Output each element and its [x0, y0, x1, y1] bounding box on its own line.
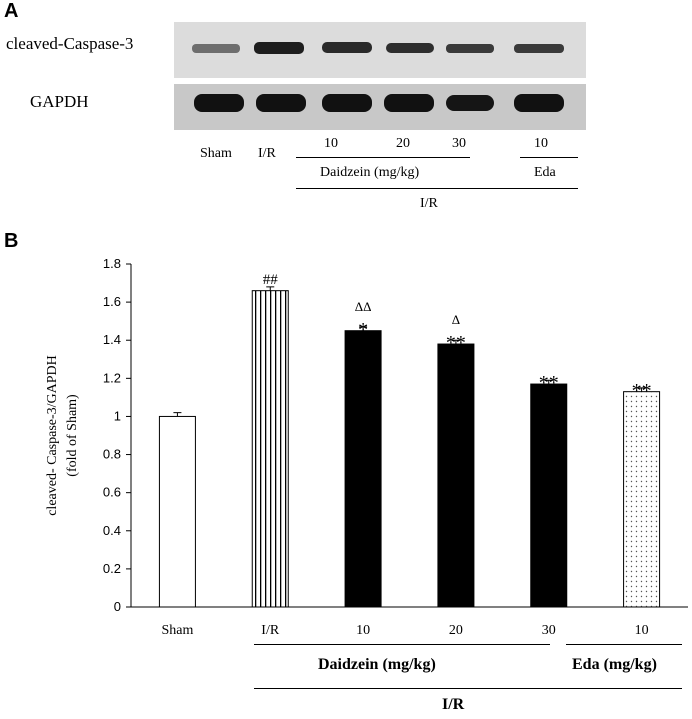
y-tick-label: 0.8	[103, 447, 121, 462]
group-label-daidzein-a: Daidzein (mg/kg)	[320, 165, 420, 180]
y-tick-label: 1.2	[103, 370, 121, 385]
significance-label: Δ	[452, 312, 460, 327]
band-caspase-1	[192, 44, 240, 53]
band-caspase-5	[446, 44, 494, 53]
y-tick-label: 1.8	[103, 256, 121, 271]
line-eda-b	[566, 644, 682, 645]
panel-b-letter: B	[4, 230, 19, 252]
bar	[623, 391, 661, 608]
band-gapdh-6	[514, 94, 564, 112]
y-tick-label: 1.4	[103, 332, 121, 347]
lane-label-ir: I/R	[258, 146, 276, 161]
blot-label-gapdh: GAPDH	[30, 92, 89, 111]
blot-strip-caspase	[174, 22, 586, 78]
category-label: 20	[449, 623, 463, 638]
significance-label: ##	[263, 272, 279, 288]
line-eda-a	[520, 157, 578, 158]
bar	[251, 290, 289, 608]
band-caspase-6	[514, 44, 564, 53]
panel-a-letter: A	[4, 0, 19, 22]
group-label-ir-a: I/R	[420, 196, 438, 211]
category-label: 30	[542, 623, 556, 638]
band-gapdh-3	[322, 94, 372, 112]
band-gapdh-4	[384, 94, 434, 112]
bar	[530, 383, 568, 608]
group-label-eda-b: Eda (mg/kg)	[572, 656, 657, 673]
bar	[437, 343, 475, 608]
y-tick-label: 0.4	[103, 523, 121, 538]
group-label-daidzein-b: Daidzein (mg/kg)	[318, 656, 436, 673]
significance-label: ΔΔ	[355, 299, 372, 314]
y-tick-label: 0.2	[103, 561, 121, 576]
blot-bands-caspase	[192, 42, 564, 54]
band-gapdh-5	[446, 95, 494, 111]
y-tick-label: 1.6	[103, 294, 121, 309]
blot-strip-gapdh	[174, 84, 586, 130]
blot-label-caspase: cleaved-Caspase-3	[6, 34, 134, 53]
band-caspase-2	[254, 42, 304, 54]
blot-bands-gapdh	[194, 94, 564, 112]
significance-label: **	[446, 332, 466, 354]
bar	[158, 415, 196, 608]
lane-label-20: 20	[396, 136, 410, 151]
significance-label: **	[632, 380, 652, 402]
y-axis-label: cleaved- Caspase-3/GAPDH	[45, 355, 60, 516]
bar	[344, 330, 382, 608]
line-daidzein-b	[254, 644, 550, 645]
band-caspase-4	[386, 43, 434, 53]
category-label: I/R	[261, 623, 280, 638]
significance-label: **	[539, 372, 559, 394]
group-label-eda-a: Eda	[534, 165, 556, 180]
y-tick-label: 0	[114, 599, 121, 614]
group-label-ir-b: I/R	[442, 696, 465, 713]
y-axis-label-unit: (fold of Sham)	[65, 394, 80, 477]
band-caspase-3	[322, 42, 372, 53]
category-label: 10	[635, 623, 649, 638]
lane-label-10: 10	[324, 136, 338, 151]
band-gapdh-2	[256, 94, 306, 112]
line-ir-a	[296, 188, 578, 189]
y-tick-label: 0.6	[103, 485, 121, 500]
line-daidzein-a	[296, 157, 470, 158]
y-tick-label: 1	[114, 408, 121, 423]
category-label: Sham	[161, 623, 193, 638]
lane-label-sham: Sham	[200, 146, 232, 161]
line-ir-b	[254, 688, 682, 689]
category-label: 10	[356, 623, 370, 638]
lane-label-30: 30	[452, 136, 466, 151]
lane-label-eda-10: 10	[534, 136, 548, 151]
band-gapdh-1	[194, 94, 244, 112]
significance-label: *	[358, 319, 368, 341]
